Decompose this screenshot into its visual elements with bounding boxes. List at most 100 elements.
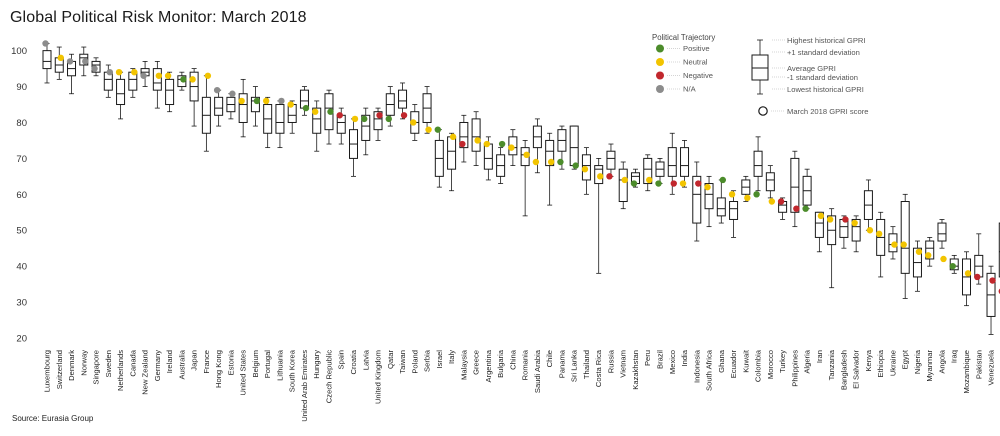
box-mexico: Mexico [667, 132, 677, 374]
score-dot [91, 65, 98, 72]
box-serbia: Serbia [422, 86, 432, 372]
category-label: Turkey [778, 350, 787, 373]
box-colombia: Colombia [753, 136, 763, 382]
box-range [925, 240, 935, 260]
box-israel: Israel [434, 126, 444, 369]
box-range [765, 172, 775, 192]
box-range [814, 211, 824, 238]
score-dot [842, 216, 849, 223]
box-range [373, 111, 383, 131]
score-dot [376, 112, 383, 119]
legend-label: Positive [683, 44, 710, 53]
legend-score-label: March 2018 GPRI score [787, 107, 868, 116]
box-mozambique: Mozambique [962, 251, 972, 393]
category-label: Denmark [67, 350, 76, 381]
category-label: Kenya [864, 349, 873, 371]
score-dot [351, 115, 359, 123]
box-argentina: Argentina [483, 136, 493, 383]
box-costa-rica: Costa Rica [594, 157, 604, 387]
score-dot [768, 198, 776, 205]
legend-label: Neutral [683, 58, 708, 67]
box-germany: Germany [152, 61, 163, 381]
box-range [42, 50, 52, 70]
box-range [606, 150, 616, 170]
score-dot [695, 180, 702, 187]
box-spain: Spain [336, 107, 346, 369]
score-dot [630, 180, 638, 187]
box-range [116, 78, 126, 106]
legend-dot [656, 44, 664, 53]
box-range [312, 107, 322, 134]
box-range [471, 118, 481, 152]
y-tick-label: 20 [16, 334, 27, 345]
category-label: New Zealand [141, 350, 150, 395]
category-label: Singapore [92, 350, 101, 385]
score-dot [278, 97, 285, 105]
box-iran: Iran [814, 211, 825, 363]
category-label: Ireland [165, 350, 174, 373]
score-dot [483, 140, 491, 148]
y-tick-label: 80 [16, 118, 27, 129]
category-label: Malaysia [459, 349, 468, 380]
category-label: Brazil [656, 350, 665, 369]
score-dot [312, 108, 319, 115]
box-range [483, 143, 493, 170]
box-range [692, 175, 702, 224]
score-dot [704, 183, 711, 191]
legend-score-icon [758, 106, 768, 116]
box-ecuador: Ecuador [728, 190, 739, 378]
category-label: Greece [472, 350, 481, 375]
category-label: Colombia [754, 349, 763, 382]
box-range [361, 114, 371, 141]
box-canada: Canada [128, 68, 138, 377]
y-tick-label: 100 [11, 46, 27, 57]
category-label: Peru [643, 350, 652, 366]
score-dot [302, 104, 310, 112]
category-label: Venezuela [987, 349, 996, 385]
y-tick-label: 50 [16, 226, 27, 237]
box-kuwait: Kuwait [741, 175, 751, 373]
score-dot [400, 112, 408, 119]
score-dot [670, 180, 677, 187]
box-range [398, 89, 408, 109]
score-dot [679, 180, 687, 187]
box-indonesia: Indonesia [692, 161, 702, 383]
legend-box-label: Highest historical GPRI [787, 36, 866, 45]
score-dot [581, 165, 589, 173]
category-label: Egypt [901, 349, 910, 369]
legend-title: Political Trajectory [652, 33, 715, 42]
box-qatar: Qatar [385, 86, 395, 369]
box-range [545, 139, 555, 167]
category-label: Bulgaria [496, 349, 505, 378]
box-ethiopia: Ethiopia [875, 211, 886, 377]
box-range [851, 218, 861, 242]
box-range [704, 183, 714, 210]
legend-label: Negative [683, 71, 713, 80]
category-label: South Korea [288, 349, 297, 392]
score-dot [57, 54, 64, 62]
box-new-zealand: New Zealand [140, 61, 150, 395]
score-dot [851, 219, 858, 227]
score-dot [106, 68, 114, 76]
category-label: Philippines [790, 350, 799, 387]
box-saudi-arabia: Saudi Arabia [532, 118, 542, 393]
category-label: Belgium [251, 350, 260, 377]
category-label: Portugal [263, 350, 272, 379]
score-dot [164, 72, 172, 79]
box-estonia: Estonia [226, 90, 236, 375]
box-tanzania: Tanzania [826, 208, 837, 380]
category-label: Bangladesh [839, 350, 848, 390]
box-australia: Australia [177, 71, 187, 380]
legend-label: N/A [683, 85, 697, 94]
box-croatia: Croatia [349, 115, 359, 374]
y-tick-label: 30 [16, 298, 27, 309]
category-label: Tanzania [827, 349, 836, 380]
chart-title: Global Political Risk Monitor: March 201… [10, 9, 307, 26]
category-label: Panama [557, 349, 566, 378]
score-dot [140, 72, 147, 79]
category-label: Morocco [766, 350, 775, 379]
category-label: Ethiopia [876, 349, 885, 377]
box-luxembourg: Luxembourg [42, 40, 52, 392]
y-tick-label: 70 [16, 154, 27, 165]
score-dot [606, 173, 613, 180]
